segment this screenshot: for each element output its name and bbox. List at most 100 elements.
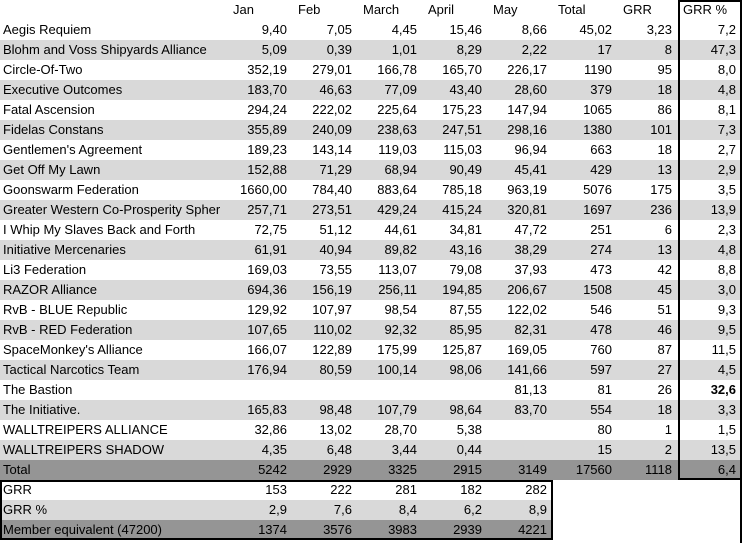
cell[interactable]: 1118 <box>618 460 678 480</box>
cell[interactable]: 81 <box>553 380 618 400</box>
cell[interactable]: 2,3 <box>678 220 742 240</box>
column-header[interactable]: GRR % <box>678 0 742 20</box>
cell[interactable]: 222,02 <box>293 100 358 120</box>
cell[interactable]: 352,19 <box>228 60 293 80</box>
cell[interactable]: 166,78 <box>358 60 423 80</box>
row-label[interactable]: Initiative Mercenaries <box>0 240 228 260</box>
column-header[interactable]: May <box>488 0 553 20</box>
cell[interactable]: 189,23 <box>228 140 293 160</box>
cell[interactable]: 15,46 <box>423 20 488 40</box>
cell[interactable]: 5076 <box>553 180 618 200</box>
cell[interactable]: 206,67 <box>488 280 553 300</box>
cell[interactable]: 279,01 <box>293 60 358 80</box>
cell[interactable]: 44,61 <box>358 220 423 240</box>
cell[interactable]: 175,99 <box>358 340 423 360</box>
cell[interactable]: 17560 <box>553 460 618 480</box>
cell[interactable]: 125,87 <box>423 340 488 360</box>
cell[interactable]: 13 <box>618 160 678 180</box>
cell[interactable]: 9,40 <box>228 20 293 40</box>
cell[interactable]: 92,32 <box>358 320 423 340</box>
column-header[interactable]: Total <box>553 0 618 20</box>
cell[interactable]: 1374 <box>228 520 293 540</box>
cell[interactable]: 166,07 <box>228 340 293 360</box>
cell[interactable]: 40,94 <box>293 240 358 260</box>
cell[interactable]: 147,94 <box>488 100 553 120</box>
row-label[interactable]: GRR % <box>0 500 228 520</box>
cell[interactable]: 0,44 <box>423 440 488 460</box>
cell[interactable] <box>293 380 358 400</box>
cell[interactable] <box>358 380 423 400</box>
cell[interactable]: 3,3 <box>678 400 742 420</box>
cell[interactable]: 785,18 <box>423 180 488 200</box>
cell[interactable]: 663 <box>553 140 618 160</box>
row-label[interactable]: The Initiative. <box>0 400 228 420</box>
cell[interactable]: 110,02 <box>293 320 358 340</box>
cell[interactable]: 107,65 <box>228 320 293 340</box>
cell[interactable]: 4221 <box>488 520 553 540</box>
cell[interactable]: 43,16 <box>423 240 488 260</box>
cell[interactable]: 156,19 <box>293 280 358 300</box>
cell[interactable]: 415,24 <box>423 200 488 220</box>
cell[interactable]: 282 <box>488 480 553 500</box>
cell[interactable]: 294,24 <box>228 100 293 120</box>
cell[interactable]: 26 <box>618 380 678 400</box>
cell[interactable]: 11,5 <box>678 340 742 360</box>
cell[interactable]: 77,09 <box>358 80 423 100</box>
row-label[interactable]: GRR <box>0 480 228 500</box>
cell[interactable]: 281 <box>358 480 423 500</box>
cell[interactable]: 7,3 <box>678 120 742 140</box>
cell[interactable]: 240,09 <box>293 120 358 140</box>
cell[interactable]: 183,70 <box>228 80 293 100</box>
cell[interactable] <box>678 480 742 500</box>
cell[interactable]: 42 <box>618 260 678 280</box>
cell[interactable]: 694,36 <box>228 280 293 300</box>
cell[interactable]: 256,11 <box>358 280 423 300</box>
cell[interactable]: 18 <box>618 140 678 160</box>
column-header[interactable]: Feb <box>293 0 358 20</box>
cell[interactable]: 274 <box>553 240 618 260</box>
row-label[interactable]: RAZOR Alliance <box>0 280 228 300</box>
cell[interactable]: 86 <box>618 100 678 120</box>
row-label[interactable]: SpaceMonkey's Alliance <box>0 340 228 360</box>
cell[interactable]: 1380 <box>553 120 618 140</box>
cell[interactable]: 38,29 <box>488 240 553 260</box>
cell[interactable]: 143,14 <box>293 140 358 160</box>
cell[interactable]: 46 <box>618 320 678 340</box>
cell[interactable]: 3325 <box>358 460 423 480</box>
cell[interactable]: 429 <box>553 160 618 180</box>
row-label[interactable]: Aegis Requiem <box>0 20 228 40</box>
cell[interactable]: 34,81 <box>423 220 488 240</box>
cell[interactable]: 226,17 <box>488 60 553 80</box>
cell[interactable]: 1 <box>618 420 678 440</box>
cell[interactable]: 32,86 <box>228 420 293 440</box>
cell[interactable]: 71,29 <box>293 160 358 180</box>
cell[interactable]: 1065 <box>553 100 618 120</box>
cell[interactable]: 169,03 <box>228 260 293 280</box>
cell[interactable]: 1660,00 <box>228 180 293 200</box>
cell[interactable]: 51 <box>618 300 678 320</box>
cell[interactable]: 3149 <box>488 460 553 480</box>
cell[interactable]: 3,23 <box>618 20 678 40</box>
cell[interactable]: 355,89 <box>228 120 293 140</box>
corner-header[interactable] <box>0 0 228 20</box>
cell[interactable]: 32,6 <box>678 380 742 400</box>
cell[interactable]: 80,59 <box>293 360 358 380</box>
cell[interactable]: 2,9 <box>678 160 742 180</box>
cell[interactable] <box>423 380 488 400</box>
cell[interactable]: 3576 <box>293 520 358 540</box>
cell[interactable]: 1508 <box>553 280 618 300</box>
cell[interactable]: 251 <box>553 220 618 240</box>
row-label[interactable]: Executive Outcomes <box>0 80 228 100</box>
cell[interactable]: 13,9 <box>678 200 742 220</box>
cell[interactable]: 3,5 <box>678 180 742 200</box>
cell[interactable]: 2,22 <box>488 40 553 60</box>
cell[interactable]: 165,70 <box>423 60 488 80</box>
cell[interactable]: 81,13 <box>488 380 553 400</box>
cell[interactable]: 2,7 <box>678 140 742 160</box>
cell[interactable]: 247,51 <box>423 120 488 140</box>
cell[interactable]: 6,48 <box>293 440 358 460</box>
cell[interactable] <box>618 500 678 520</box>
cell[interactable] <box>488 420 553 440</box>
cell[interactable]: 176,94 <box>228 360 293 380</box>
cell[interactable]: 169,05 <box>488 340 553 360</box>
